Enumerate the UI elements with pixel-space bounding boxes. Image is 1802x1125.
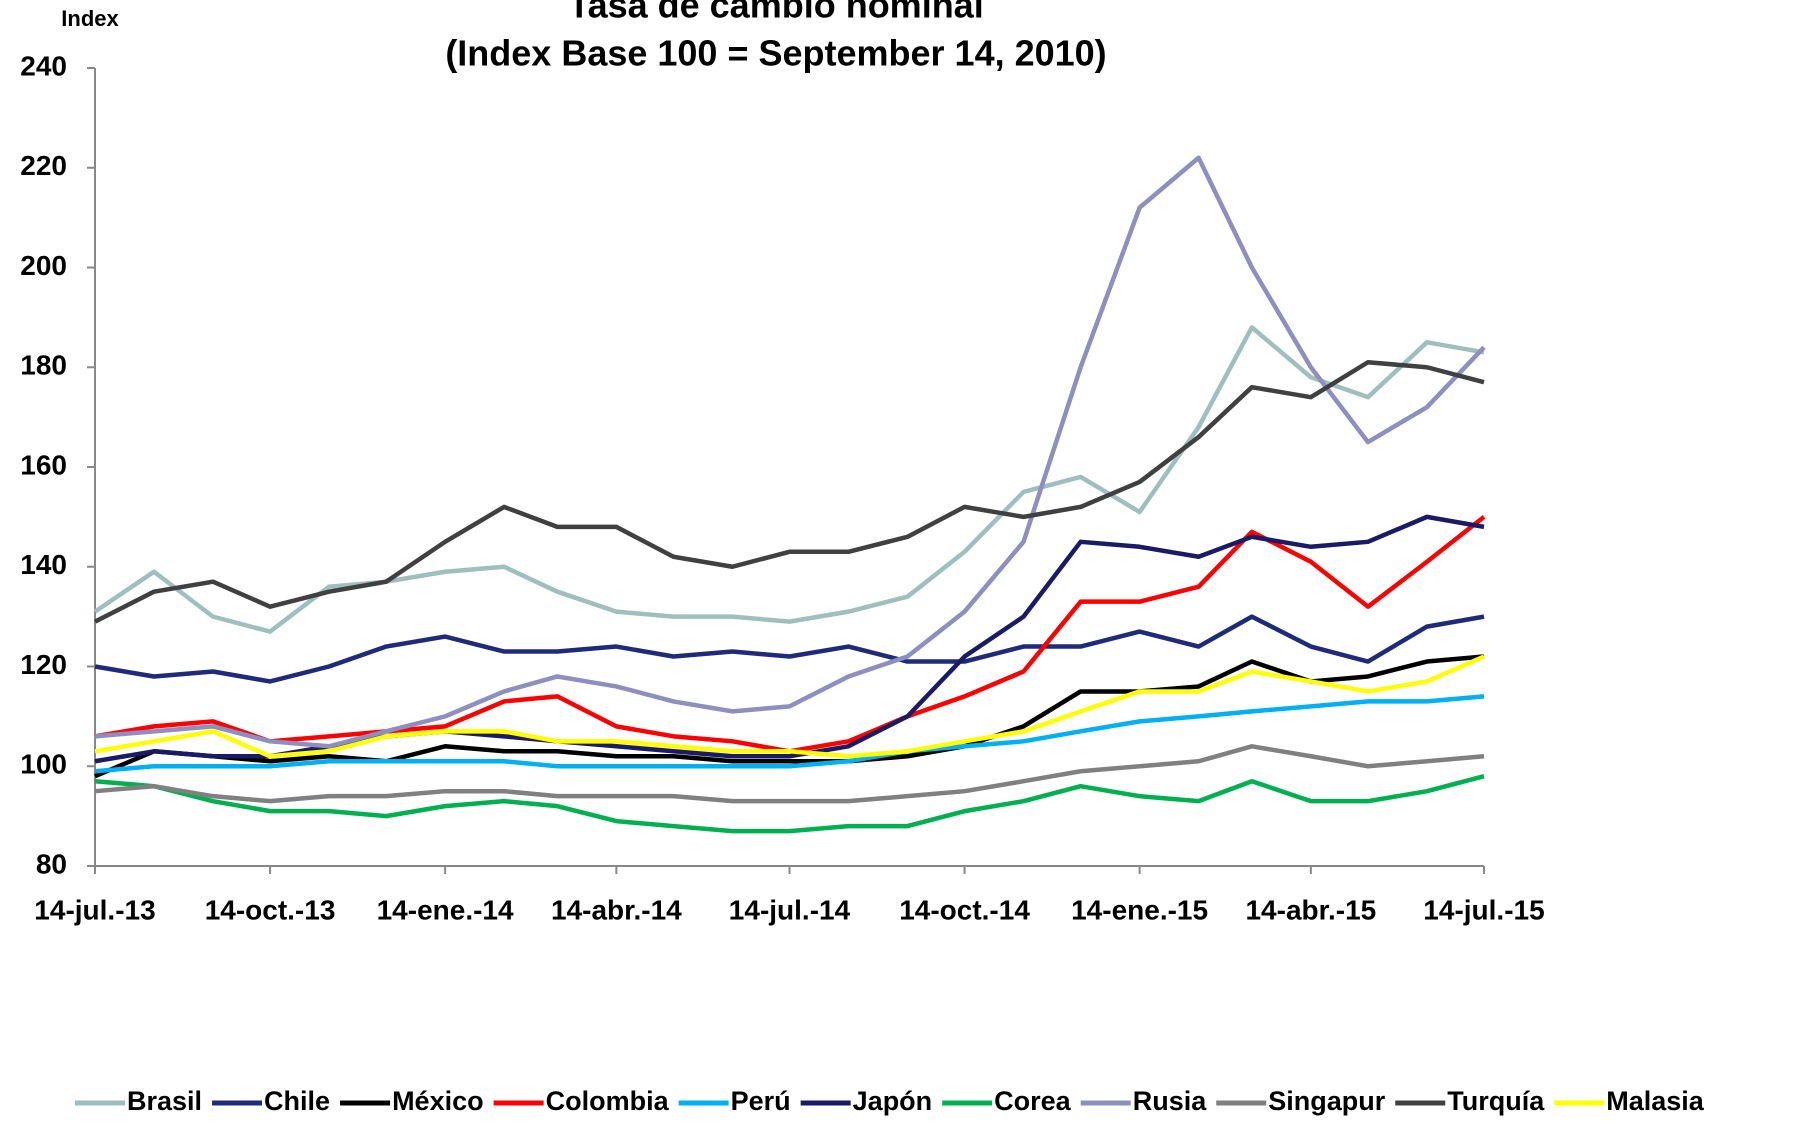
x-tick-label: 14-ene.-14: [377, 894, 514, 925]
legend-item: Perú: [678, 1086, 791, 1116]
x-tick-label: 14-abr.-15: [1245, 894, 1376, 925]
y-tick-label: 80: [36, 848, 67, 879]
x-tick-label: 14-oct.-13: [205, 894, 336, 925]
y-tick-label: 100: [20, 749, 67, 780]
legend-label: Chile: [264, 1086, 330, 1116]
y-tick-label: 140: [20, 549, 67, 580]
legend-item: Turquía: [1395, 1086, 1545, 1116]
chart-subtitle: (Index Base 100 = September 14, 2010): [445, 33, 1106, 74]
y-axis-label: Index: [61, 6, 119, 31]
legend-label: Corea: [994, 1086, 1072, 1116]
legend-item: Corea: [942, 1086, 1072, 1116]
legend-label: Japón: [853, 1086, 933, 1116]
y-tick-label: 160: [20, 449, 67, 480]
legend-label: Rusia: [1133, 1086, 1208, 1116]
legend-label: Brasil: [127, 1086, 202, 1116]
legend-item: Chile: [212, 1086, 330, 1116]
x-tick-label: 14-jul.-15: [1423, 894, 1544, 925]
x-tick-label: 14-abr.-14: [551, 894, 682, 925]
y-tick-label: 180: [20, 350, 67, 381]
y-tick-label: 120: [20, 649, 67, 680]
legend-label: Colombia: [546, 1086, 670, 1116]
series-line: [94, 774, 1485, 834]
series-line: [94, 654, 1485, 779]
legend-label: Malasia: [1606, 1086, 1705, 1116]
y-tick-label: 200: [20, 250, 67, 281]
legend-item: México: [340, 1086, 484, 1116]
series-line: [94, 744, 1485, 804]
x-tick-label: 14-oct.-14: [899, 894, 1030, 925]
legend-item: Malasia: [1554, 1086, 1705, 1116]
series-line: [93, 325, 1485, 634]
series-line: [94, 614, 1485, 684]
y-tick-label: 240: [20, 50, 67, 81]
legend-label: Singapur: [1268, 1086, 1385, 1116]
series-line: [93, 360, 1485, 624]
x-tick-label: 14-jul.-13: [34, 894, 155, 925]
chart-title: Tasa de cambio nominal: [568, 0, 983, 26]
legend-label: Turquía: [1447, 1086, 1545, 1116]
legend-item: Singapur: [1216, 1086, 1386, 1116]
x-tick-label: 14-ene.-15: [1071, 894, 1208, 925]
legend-item: Brasil: [75, 1086, 202, 1116]
legend-item: Colombia: [493, 1086, 670, 1116]
y-tick-label: 220: [20, 150, 67, 181]
series-line: [94, 694, 1485, 774]
x-tick-label: 14-jul.-14: [729, 894, 851, 925]
series-line: [94, 654, 1485, 759]
legend-label: Perú: [731, 1086, 791, 1116]
series-line: [94, 155, 1486, 749]
legend-label: México: [392, 1086, 484, 1116]
legend-item: Rusia: [1080, 1086, 1208, 1116]
legend-item: Japón: [800, 1086, 933, 1116]
